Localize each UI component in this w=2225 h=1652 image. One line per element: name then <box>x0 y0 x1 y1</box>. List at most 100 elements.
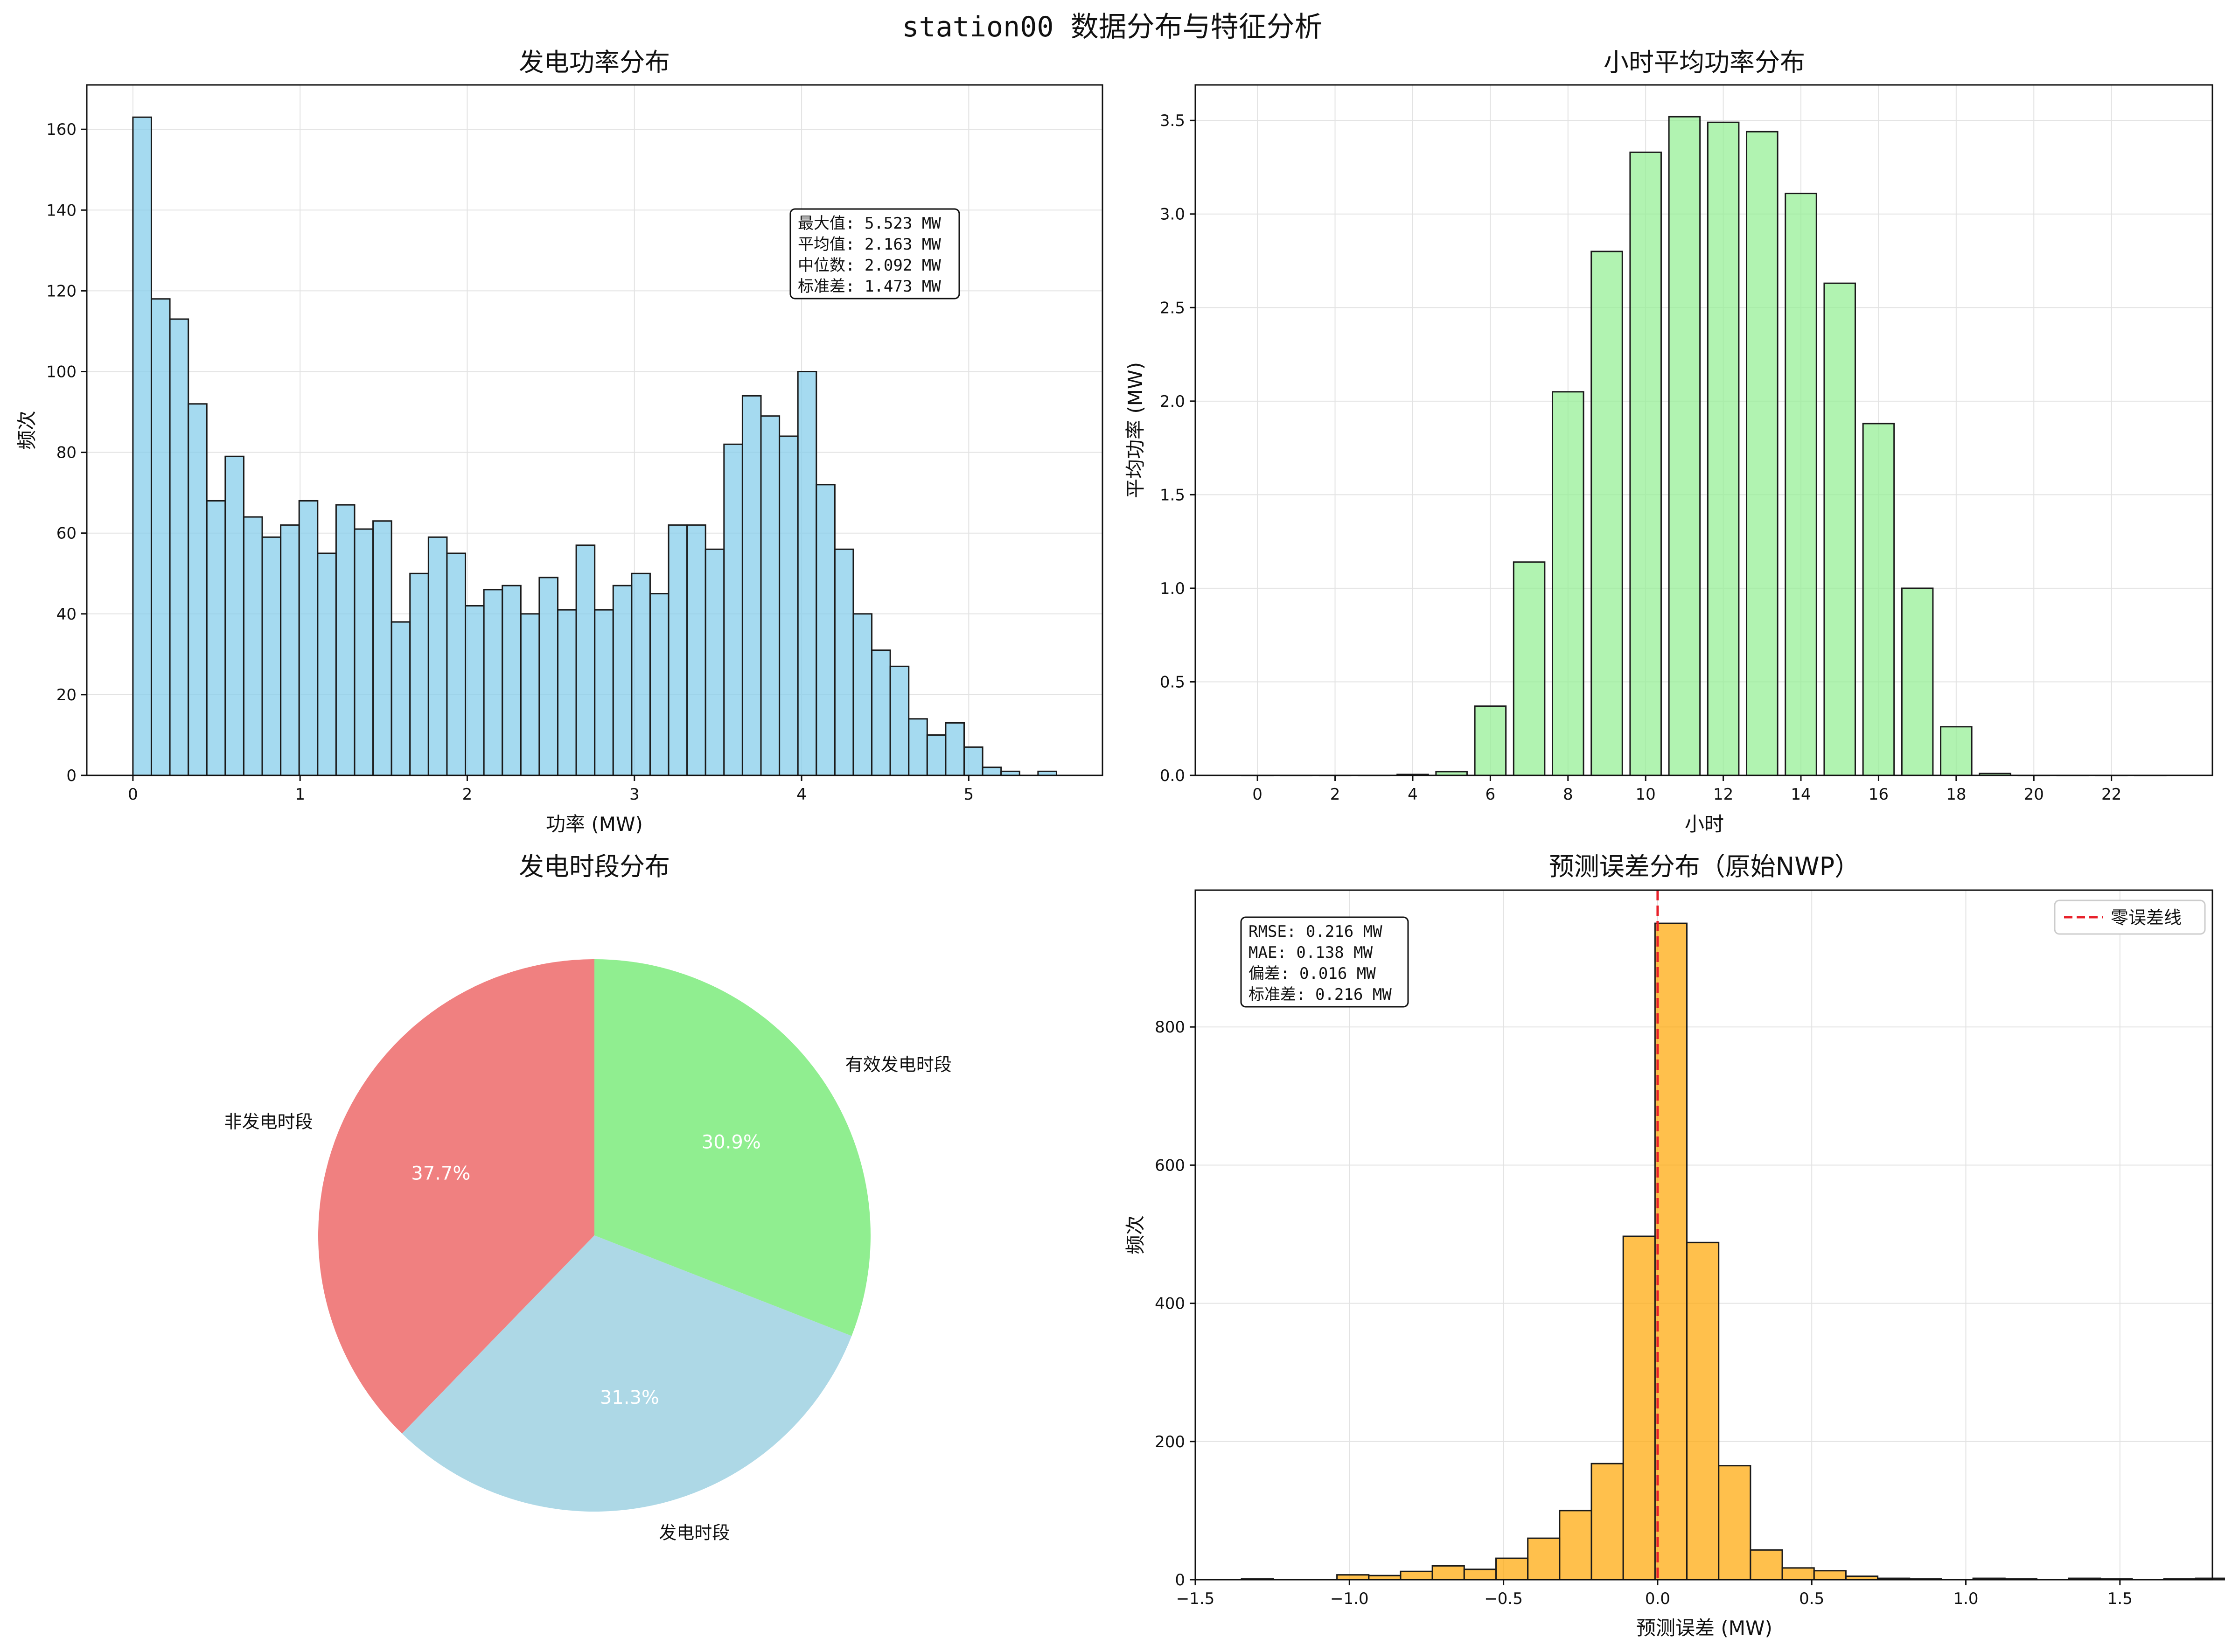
x-tick-label: 18 <box>1946 785 1966 804</box>
hourly-power-xlabel: 小时 <box>1685 813 1724 836</box>
x-tick-label: 10 <box>1636 785 1656 804</box>
histogram-bar <box>575 544 596 776</box>
histogram-bar <box>834 548 854 776</box>
error-histogram-bar <box>1718 1465 1751 1581</box>
histogram-bar <box>391 621 411 776</box>
hour-bar <box>1901 587 1934 776</box>
error-histogram-bar <box>1622 1235 1656 1581</box>
histogram-bar <box>797 371 817 776</box>
power-stats-box-frame <box>789 208 960 300</box>
error-legend-frame <box>2054 899 2206 935</box>
error-histogram-bar <box>1813 1570 1847 1581</box>
power-histogram-title: 发电功率分布 <box>519 48 670 77</box>
histogram-bar <box>261 536 282 776</box>
hour-bar <box>1862 423 1895 776</box>
error-stats-box-frame <box>1240 916 1409 1008</box>
histogram-bar <box>520 613 540 776</box>
y-tick-label: 0.5 <box>1160 673 1185 691</box>
x-tick-label: 6 <box>1486 785 1496 804</box>
histogram-bar <box>188 403 208 776</box>
pie-slice <box>318 959 594 1434</box>
pie-slice <box>402 1235 852 1512</box>
histogram-bar <box>982 767 1002 776</box>
y-tick-label: 40 <box>56 605 77 624</box>
histogram-bar <box>631 572 651 776</box>
error-histogram-bar <box>1559 1510 1592 1581</box>
y-tick-label: 400 <box>1155 1295 1185 1313</box>
error-stats-box: RMSE: 0.216 MW MAE: 0.138 MW 偏差: 0.016 M… <box>1240 916 1409 1008</box>
histogram-bar <box>871 649 891 776</box>
x-tick-label: 0.5 <box>1799 1589 1824 1608</box>
hour-bar <box>1668 116 1701 776</box>
x-tick-label: −1.5 <box>1176 1589 1215 1608</box>
x-tick-label: 4 <box>796 785 807 804</box>
y-tick-label: 0 <box>66 767 77 785</box>
y-tick-label: 1.5 <box>1160 486 1185 504</box>
error-histogram-bar <box>1654 922 1688 1581</box>
histogram-bar <box>908 718 928 776</box>
histogram-bar <box>594 609 614 776</box>
hourly-power-ticks: 0 2 4 6 8 10 12 14 16 18 20 22 0.0 0.5 1.0 1.5 2.0 2.5 3.0… <box>1160 112 2121 804</box>
power-histogram-ylabel: 频次 <box>15 411 38 450</box>
error-histogram-bar <box>1463 1568 1497 1581</box>
y-tick-label: 80 <box>56 444 77 462</box>
hour-bar <box>1707 121 1740 776</box>
histogram-bar <box>169 318 189 776</box>
y-tick-label: 800 <box>1155 1018 1185 1037</box>
histogram-bar <box>612 585 633 776</box>
power-stats-mean: 平均值: 2.163 MW <box>798 235 941 254</box>
histogram-bar <box>446 552 467 776</box>
x-tick-label: 1.0 <box>1953 1589 1978 1608</box>
legend-zero-error-label: 零误差线 <box>2111 907 2182 928</box>
x-tick-label: 5 <box>964 785 974 804</box>
hour-bar <box>1785 193 1817 776</box>
x-tick-label: 3 <box>629 785 640 804</box>
hour-bar <box>1590 251 1623 776</box>
error-histogram-bar <box>1686 1241 1720 1581</box>
pie-slices <box>318 959 871 1512</box>
error-stats-rmse: RMSE: 0.216 MW <box>1249 922 1382 941</box>
histogram-bar <box>889 665 910 776</box>
pie-title: 发电时段分布 <box>519 852 670 881</box>
histogram-bar <box>963 746 983 776</box>
hour-bar <box>1629 151 1662 776</box>
error-histogram-ylabel: 频次 <box>1124 1215 1147 1255</box>
histogram-bar <box>945 722 965 776</box>
x-tick-label: 0 <box>128 785 138 804</box>
pie-percent-label: 31.3% <box>600 1387 659 1408</box>
pie-category-label: 发电时段 <box>659 1522 730 1543</box>
y-tick-label: 1.0 <box>1160 579 1185 598</box>
histogram-bar <box>354 528 374 776</box>
histogram-bar <box>206 500 226 776</box>
histogram-bar <box>686 524 706 776</box>
power-histogram-xlabel: 功率 (MW) <box>546 813 643 836</box>
histogram-bar <box>704 548 725 776</box>
histogram-bar <box>132 116 152 776</box>
x-tick-label: 0.0 <box>1645 1589 1670 1608</box>
x-tick-label: 2 <box>1330 785 1340 804</box>
x-tick-label: 16 <box>1869 785 1889 804</box>
y-tick-label: 120 <box>46 282 77 300</box>
x-tick-label: 22 <box>2101 785 2121 804</box>
histogram-bar <box>760 415 781 776</box>
y-tick-label: 0.0 <box>1160 767 1185 785</box>
histogram-bar <box>427 536 448 776</box>
y-tick-label: 600 <box>1155 1156 1185 1175</box>
error-histogram-ticks: −1.5 −1.0 −0.5 0.0 0.5 1.0 1.5 0 200 400 600 800 <box>1155 1018 2133 1608</box>
y-tick-label: 160 <box>46 120 77 139</box>
error-legend: 零误差线 <box>2054 899 2206 935</box>
x-tick-label: −1.0 <box>1330 1589 1369 1608</box>
error-histogram-bar <box>1750 1549 1783 1581</box>
histogram-bar <box>372 520 392 776</box>
hourly-power-title: 小时平均功率分布 <box>1604 48 1805 77</box>
histogram-bar <box>298 500 319 776</box>
error-stats-std: 标准差: 0.216 MW <box>1249 985 1392 1004</box>
error-histogram-panel: 预测误差分布（原始NWP） −1.5 −1.0 −0.5 0.0 0.5 1.0 1.5 0 2… <box>1124 852 2225 1639</box>
power-histogram-bars <box>132 116 1057 776</box>
x-tick-label: 4 <box>1408 785 1418 804</box>
power-stats-std: 标准差: 1.473 MW <box>798 277 941 296</box>
hour-bar <box>1474 705 1507 776</box>
error-histogram-bar <box>1336 1574 1370 1581</box>
